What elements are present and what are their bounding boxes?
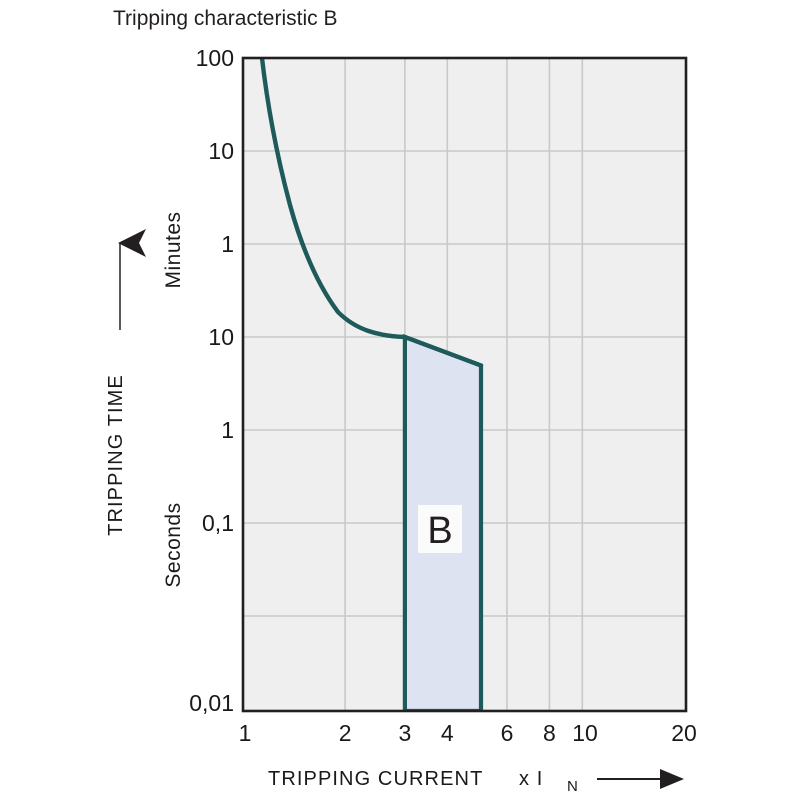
x-axis-title-subscript: N: [567, 778, 578, 795]
x-axis-title-multiplier: x I: [519, 768, 543, 790]
y-tick-hundredth-second: 0,01: [189, 690, 234, 716]
y-unit-seconds: Seconds: [162, 502, 185, 587]
y-unit-minutes: Minutes: [162, 211, 185, 288]
x-tick-4: 4: [441, 720, 454, 746]
y-tick-tenth-second: 0,1: [202, 510, 234, 536]
y-tick-1-second: 1: [221, 417, 234, 443]
y-tick-10-minutes: 10: [208, 138, 234, 164]
y-axis-title: TRIPPING TIME: [105, 374, 127, 536]
x-tick-3: 3: [399, 720, 412, 746]
x-tick-1: 1: [239, 720, 252, 746]
x-axis-title: TRIPPING CURRENT: [268, 768, 483, 790]
y-tick-1-minute: 1: [221, 231, 234, 257]
tripping-curve-group: [259, 58, 484, 368]
x-axis-tick-labels: 1 2 3 4 6 8 10 20: [239, 720, 697, 746]
x-tick-2: 2: [339, 720, 352, 746]
x-tick-10: 10: [572, 720, 598, 746]
y-tick-10-seconds: 10: [208, 324, 234, 350]
region-label-backdrop: [418, 505, 462, 553]
y-axis-tick-labels: 100 10 1 10 1 0,1 0,01: [189, 45, 234, 716]
x-tick-6: 6: [501, 720, 514, 746]
plot-frame: [241, 56, 688, 713]
page-title: Tripping characteristic B: [113, 7, 337, 30]
thermal-tripping-curve: [259, 58, 484, 368]
x-tick-20: 20: [671, 720, 697, 746]
y-tick-100-minutes: 100: [196, 45, 234, 71]
region-label-b: B: [427, 510, 452, 552]
x-tick-8: 8: [543, 720, 556, 746]
